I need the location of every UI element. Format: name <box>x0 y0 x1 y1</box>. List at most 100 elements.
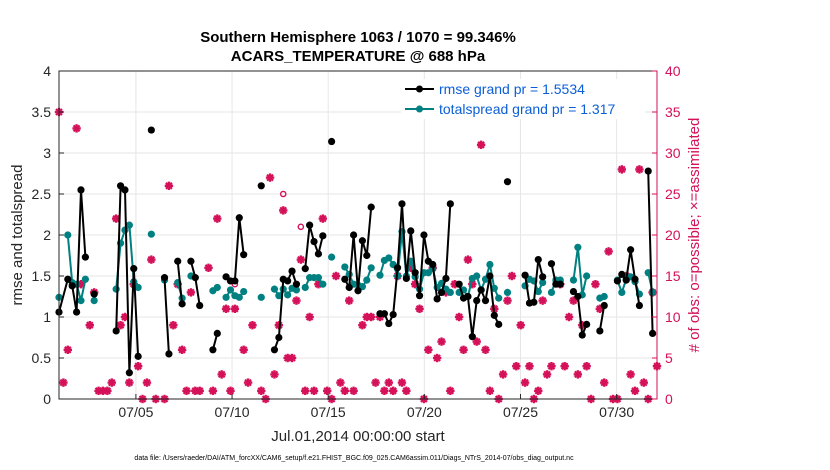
rmse-point <box>358 237 366 245</box>
obs-assimilated-stroke <box>582 362 591 370</box>
obs-assimilated-stroke <box>626 370 635 379</box>
y-left-tick-label: 0 <box>43 391 51 407</box>
y-left-tick-label: 3.5 <box>32 104 52 120</box>
y-left-tick-label: 2.5 <box>32 186 52 202</box>
obs-assimilated-marker <box>454 312 464 322</box>
obs-assimilated-marker <box>547 362 556 371</box>
legend: rmse grand pr = 1.5534 totalspread grand… <box>401 79 645 119</box>
obs-assimilated-marker <box>257 386 266 395</box>
rmse-point <box>134 352 142 360</box>
obs-assimilated-stroke <box>257 387 266 395</box>
y-right-tick-label: 25 <box>665 186 681 202</box>
obs-assimilated-marker <box>103 386 112 395</box>
obs-assimilated-marker <box>204 263 213 272</box>
rmse-point <box>556 280 564 288</box>
y-axis-left-label: rmse and totalspread <box>9 165 26 306</box>
obs-assimilated-marker <box>358 321 367 330</box>
obs-assimilated-marker <box>617 165 627 174</box>
rmse-point <box>213 329 221 337</box>
rmse-point <box>618 270 626 278</box>
rmse-point <box>583 320 591 328</box>
obs-assimilated-marker <box>560 362 569 371</box>
obs-assimilated-stroke <box>187 288 195 297</box>
obs-assimilated-stroke <box>143 378 151 387</box>
totalspread-point <box>600 292 608 301</box>
rmse-point <box>235 214 243 222</box>
totalspread-point <box>539 278 547 287</box>
rmse-point <box>196 301 204 310</box>
obs-assimilated-marker <box>239 345 248 354</box>
rmse-point <box>600 301 608 310</box>
rmse-point <box>530 298 538 306</box>
rmse-point <box>130 265 138 273</box>
totalspread-point <box>112 285 120 293</box>
obs-assimilated-marker <box>186 288 196 297</box>
obs-assimilated-stroke <box>446 387 455 395</box>
obs-assimilated-marker <box>296 255 306 264</box>
obs-assimilated-stroke <box>213 214 222 223</box>
obs-assimilated-stroke <box>600 378 609 387</box>
totalspread-point <box>222 293 230 301</box>
totalspread-point <box>81 275 89 283</box>
obs-assimilated-stroke <box>547 362 556 370</box>
obs-assimilated-stroke <box>543 370 551 379</box>
obs-assimilated-stroke <box>279 206 288 215</box>
obs-assimilated-stroke <box>455 313 463 321</box>
obs-assimilated-marker <box>402 386 411 395</box>
obs-assimilated-stroke <box>640 378 648 387</box>
obs-assimilated-marker <box>534 386 543 395</box>
totalspread-point <box>77 297 85 305</box>
rmse-point <box>415 292 424 300</box>
rmse-segment <box>647 170 654 334</box>
rmse-point <box>389 310 397 319</box>
totalspread-point <box>319 280 327 288</box>
obs-assimilated-stroke <box>323 387 331 395</box>
obs-assimilated-stroke <box>310 387 318 395</box>
obs-assimilated-stroke <box>516 321 525 329</box>
rmse-point <box>367 203 375 211</box>
obs-assimilated-stroke <box>195 387 204 395</box>
rmse-point <box>292 280 301 288</box>
totalspread-point <box>90 297 98 305</box>
obs-assimilated-marker <box>366 312 376 322</box>
obs-assimilated-marker <box>424 345 433 354</box>
x-tick-label: 07/25 <box>503 404 538 420</box>
y-left-tick-label: 3 <box>43 145 51 161</box>
obs-assimilated-stroke <box>288 354 296 362</box>
obs-assimilated-marker <box>564 312 574 322</box>
y-right-tick-label: 5 <box>665 350 673 366</box>
rmse-point <box>310 237 318 246</box>
obs-assimilated-stroke <box>226 387 235 395</box>
obs-assimilated-marker <box>525 362 534 371</box>
obs-assimilated-stroke <box>415 305 424 313</box>
y-left-tick-label: 1.5 <box>32 268 52 284</box>
rmse-point <box>578 331 586 339</box>
y-left-tick-label: 4 <box>43 63 51 79</box>
obs-assimilated-stroke <box>499 370 507 379</box>
obs-assimilated-marker <box>582 362 591 371</box>
obs-assimilated-marker <box>279 206 288 215</box>
rmse-point <box>77 186 85 194</box>
obs-assimilated-marker <box>507 271 517 281</box>
rmse-point <box>350 231 358 239</box>
rmse-point <box>284 277 292 285</box>
rmse-point <box>90 290 98 298</box>
obs-assimilated-marker <box>226 386 235 395</box>
obs-assimilated-marker <box>437 337 446 346</box>
totalspread-point <box>275 292 283 300</box>
obs-assimilated-stroke <box>112 214 120 223</box>
obs-assimilated-marker <box>446 386 455 395</box>
totalspread-point <box>213 283 221 292</box>
rmse-point <box>121 186 129 194</box>
obs-assimilated-stroke <box>618 165 626 174</box>
rmse-point <box>574 292 582 301</box>
y-right-tick-label: 35 <box>665 104 681 120</box>
obs-assimilated-marker <box>635 165 644 174</box>
totalspread-point <box>486 260 494 269</box>
rmse-point <box>275 333 283 342</box>
rmse-point <box>270 346 279 354</box>
totalspread-point <box>618 288 626 296</box>
obs-assimilated-marker <box>459 345 468 354</box>
obs-assimilated-marker <box>318 214 328 223</box>
